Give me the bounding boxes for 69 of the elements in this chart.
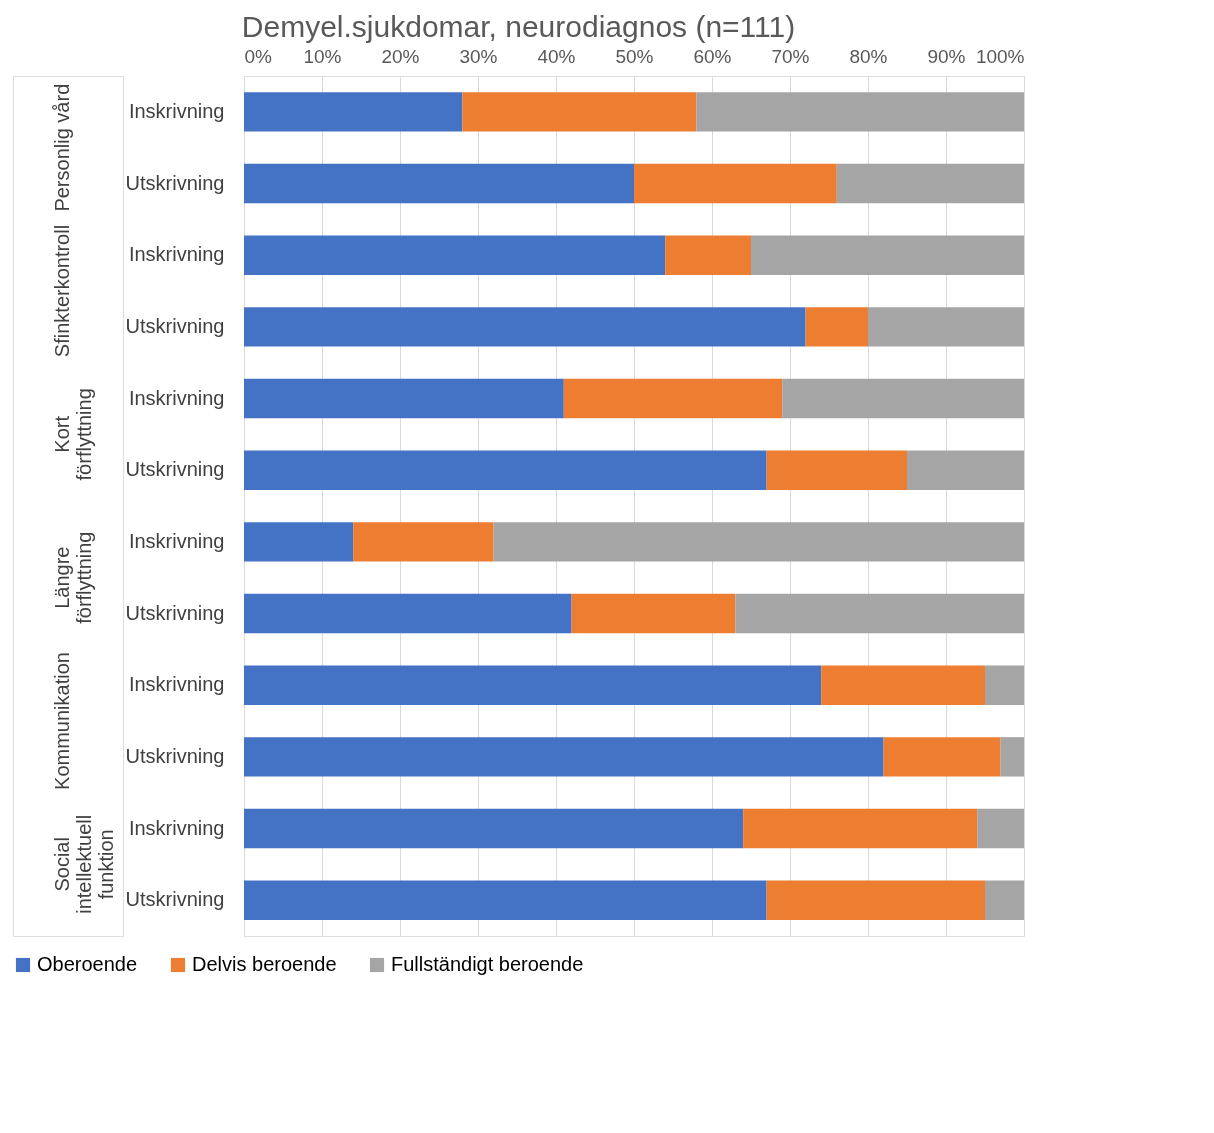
bar bbox=[743, 808, 978, 849]
bar bbox=[244, 92, 463, 132]
bar bbox=[634, 163, 837, 204]
x-tick-label: 80% bbox=[849, 45, 888, 67]
bar bbox=[766, 880, 985, 920]
y-tick-label: Inskrivning bbox=[128, 816, 225, 839]
text: Social intellektuell funktion bbox=[51, 814, 117, 914]
bar bbox=[907, 450, 1024, 490]
text: Kort förflyttning bbox=[51, 388, 95, 481]
bar bbox=[985, 665, 1024, 705]
x-tick-label: 30% bbox=[459, 45, 498, 67]
legend-label: Fullständigt beroende bbox=[391, 953, 584, 975]
x-tick-label: 60% bbox=[693, 45, 732, 67]
bar bbox=[244, 450, 767, 490]
y-tick-label: Inskrivning bbox=[128, 99, 225, 122]
bar bbox=[883, 737, 1001, 777]
x-tick-label: 20% bbox=[381, 45, 420, 67]
chart-title: Demyel.sjukdomar, neurodiagnos (n=111) bbox=[241, 9, 796, 43]
bar bbox=[563, 378, 783, 419]
y-tick-label: Inskrivning bbox=[128, 673, 225, 696]
x-tick-label: 0% bbox=[244, 45, 273, 67]
y-tick-label: Inskrivning bbox=[128, 243, 225, 266]
legend-label: Delvis beroende bbox=[192, 953, 337, 975]
bar bbox=[244, 880, 767, 920]
x-tick-label: 50% bbox=[615, 45, 654, 67]
text: Personlig vård bbox=[51, 83, 73, 212]
bar bbox=[1000, 737, 1024, 777]
x-tick-label: 90% bbox=[927, 45, 966, 67]
y-tick-label: Utskrivning bbox=[125, 458, 225, 481]
bar bbox=[353, 522, 494, 562]
bar bbox=[805, 307, 868, 347]
bar bbox=[244, 665, 822, 705]
x-tick-label: 40% bbox=[537, 45, 576, 67]
y-tick-label: Utskrivning bbox=[125, 171, 225, 194]
bar bbox=[766, 450, 907, 490]
bar bbox=[244, 593, 572, 634]
bar bbox=[244, 522, 354, 562]
bar bbox=[244, 378, 564, 419]
y-tick-label: Utskrivning bbox=[125, 888, 225, 911]
bar bbox=[571, 593, 736, 634]
bar bbox=[665, 235, 751, 275]
bar bbox=[696, 92, 1024, 132]
text: Kommunikation bbox=[51, 652, 73, 790]
legend-label: Oberoende bbox=[37, 953, 138, 975]
bar bbox=[244, 307, 806, 347]
bar bbox=[244, 808, 744, 849]
bar bbox=[868, 307, 1024, 347]
bar bbox=[782, 378, 1024, 419]
y-tick-label: Inskrivning bbox=[128, 386, 225, 409]
bar bbox=[244, 737, 884, 777]
bar bbox=[462, 92, 697, 132]
y-tick-label: Utskrivning bbox=[125, 601, 225, 624]
x-tick-label: 100% bbox=[975, 45, 1025, 67]
bar bbox=[735, 593, 1024, 634]
bar bbox=[493, 522, 1024, 562]
x-tick-label: 10% bbox=[303, 45, 342, 67]
bar bbox=[244, 235, 666, 275]
bar bbox=[985, 880, 1024, 920]
bar bbox=[821, 665, 985, 705]
text: Längre förflyttning bbox=[51, 531, 95, 624]
text: Sfinkterkontroll bbox=[51, 224, 73, 358]
bar bbox=[836, 163, 1024, 204]
bar bbox=[977, 808, 1024, 849]
y-tick-label: Inskrivning bbox=[128, 529, 225, 552]
x-tick-label: 70% bbox=[771, 45, 810, 67]
y-tick-label: Utskrivning bbox=[125, 314, 225, 337]
bar bbox=[751, 235, 1024, 275]
bar bbox=[244, 163, 634, 204]
y-tick-label: Utskrivning bbox=[125, 744, 225, 767]
